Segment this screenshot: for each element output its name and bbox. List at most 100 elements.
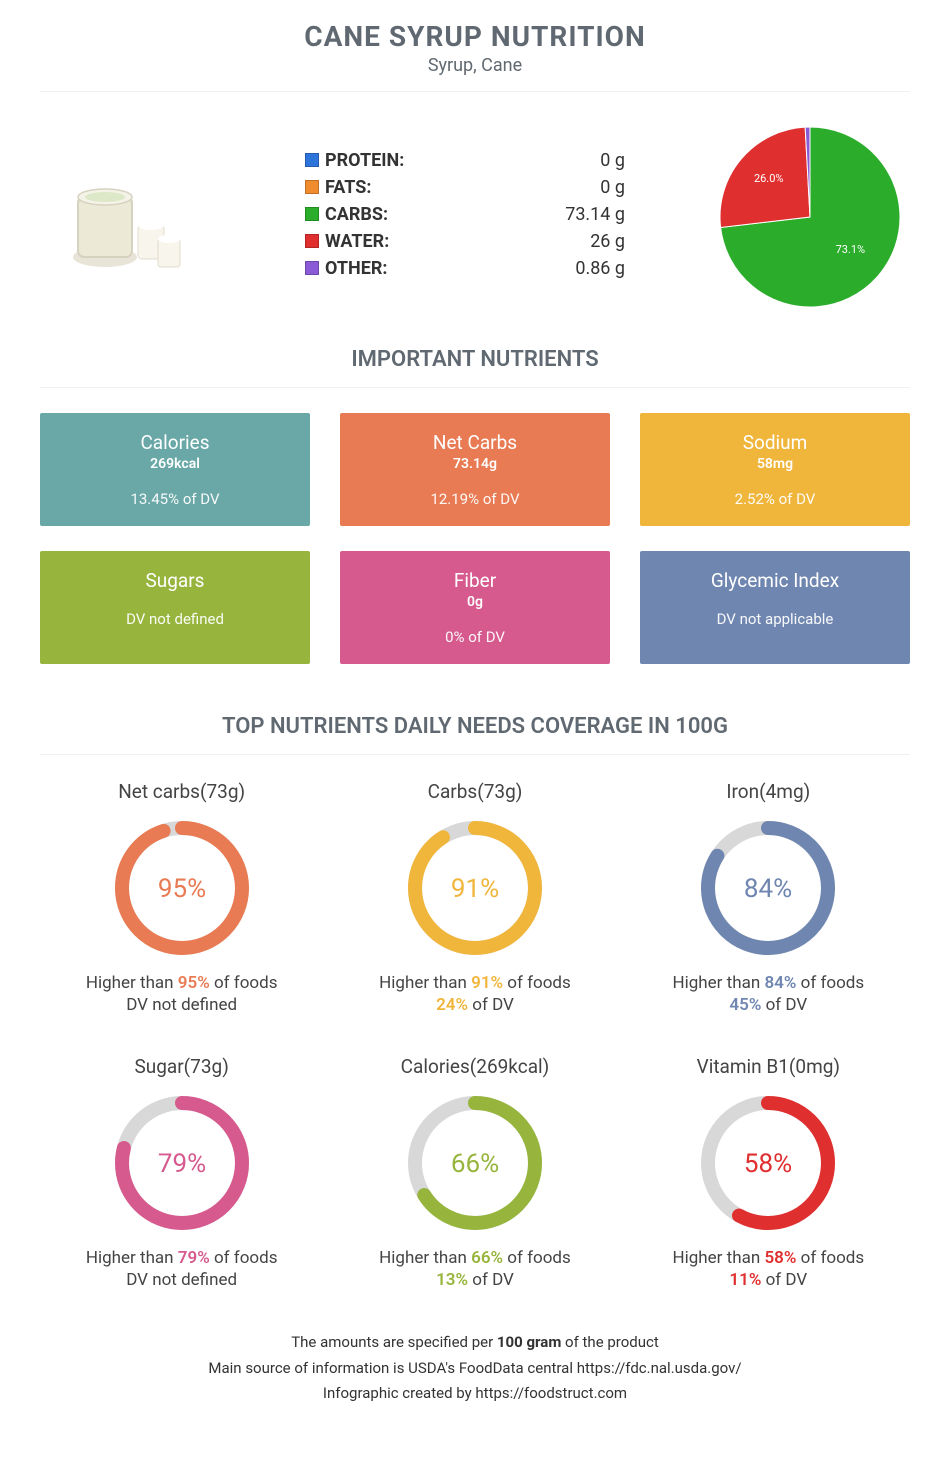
header: CANE SYRUP NUTRITION Syrup, Cane — [40, 20, 910, 76]
nutrient-card: Glycemic Index DV not applicable — [640, 551, 910, 664]
donut-title: Vitamin B1(0mg) — [628, 1055, 908, 1078]
footer: The amounts are specified per 100 gram o… — [40, 1330, 910, 1407]
donut-desc: Higher than 79% of foods — [42, 1248, 322, 1268]
card-name: Sodium — [650, 431, 900, 454]
card-name: Calories — [50, 431, 300, 454]
color-swatch — [305, 180, 319, 194]
macro-name: PROTEIN: — [325, 150, 404, 171]
donut-dv: 45% of DV — [628, 995, 908, 1015]
page-subtitle: Syrup, Cane — [40, 55, 910, 76]
macro-row: PROTEIN: 0 g — [305, 150, 625, 171]
macro-name: OTHER: — [325, 258, 387, 279]
donut-desc: Higher than 95% of foods — [42, 973, 322, 993]
card-amount: 0g — [350, 594, 600, 610]
macro-name: WATER: — [325, 231, 389, 252]
donut-chart: 95% — [107, 813, 257, 963]
macro-label: CARBS: — [305, 204, 388, 225]
svg-text:58%: 58% — [744, 1149, 792, 1179]
macro-value: 0.86 g — [575, 258, 625, 279]
color-swatch — [305, 207, 319, 221]
section-title-nutrients: IMPORTANT NUTRIENTS — [40, 347, 910, 372]
donut-dv: DV not defined — [42, 995, 322, 1015]
donut-dv: 13% of DV — [335, 1270, 615, 1290]
page-title: CANE SYRUP NUTRITION — [40, 20, 910, 53]
nutrient-card: Net Carbs 73.14g 12.19% of DV — [340, 413, 610, 526]
divider — [40, 387, 910, 388]
svg-text:91%: 91% — [451, 874, 499, 904]
food-image — [40, 147, 220, 287]
footer-credit: Infographic created by https://foodstruc… — [40, 1381, 910, 1407]
donut-chart: 79% — [107, 1088, 257, 1238]
svg-text:26.0%: 26.0% — [754, 172, 784, 185]
svg-text:79%: 79% — [158, 1149, 206, 1179]
footer-bold: 100 gram — [497, 1333, 561, 1351]
donut-chart: 66% — [400, 1088, 550, 1238]
color-swatch — [305, 153, 319, 167]
macro-table: PROTEIN: 0 g FATS: 0 g CARBS: 73.14 g WATER: 26… — [305, 150, 625, 285]
donut-dv: DV not defined — [42, 1270, 322, 1290]
donut-desc: Higher than 66% of foods — [335, 1248, 615, 1268]
donut-item: Net carbs(73g) 95% Higher than 95% of fo… — [42, 780, 322, 1015]
card-dv: 0% of DV — [350, 628, 600, 646]
card-dv: 13.45% of DV — [50, 490, 300, 508]
nutrient-card: Sodium 58mg 2.52% of DV — [640, 413, 910, 526]
donut-item: Sugar(73g) 79% Higher than 79% of foods … — [42, 1055, 322, 1290]
donut-title: Calories(269kcal) — [335, 1055, 615, 1078]
macro-name: CARBS: — [325, 204, 388, 225]
nutrient-cards: Calories 269kcal 13.45% of DV Net Carbs 73.1… — [40, 413, 910, 664]
divider — [40, 91, 910, 92]
card-dv: 2.52% of DV — [650, 490, 900, 508]
donut-item: Carbs(73g) 91% Higher than 91% of foods … — [335, 780, 615, 1015]
card-name: Net Carbs — [350, 431, 600, 454]
donut-title: Iron(4mg) — [628, 780, 908, 803]
donut-title: Net carbs(73g) — [42, 780, 322, 803]
card-name: Glycemic Index — [650, 569, 900, 592]
macro-label: FATS: — [305, 177, 371, 198]
svg-text:95%: 95% — [158, 874, 206, 904]
card-dv: 12.19% of DV — [350, 490, 600, 508]
nutrient-card: Calories 269kcal 13.45% of DV — [40, 413, 310, 526]
macro-label: PROTEIN: — [305, 150, 404, 171]
macro-row: OTHER: 0.86 g — [305, 258, 625, 279]
donut-item: Vitamin B1(0mg) 58% Higher than 58% of f… — [628, 1055, 908, 1290]
donut-desc: Higher than 58% of foods — [628, 1248, 908, 1268]
nutrient-card: SugarsDV not defined — [40, 551, 310, 664]
svg-text:73.1%: 73.1% — [836, 243, 866, 256]
card-name: Fiber — [350, 569, 600, 592]
svg-text:84%: 84% — [744, 874, 792, 904]
donut-chart: 58% — [693, 1088, 843, 1238]
macro-label: OTHER: — [305, 258, 387, 279]
macro-value: 26 g — [590, 231, 625, 252]
card-dv: DV not applicable — [650, 610, 900, 628]
macro-name: FATS: — [325, 177, 371, 198]
pie-chart: 73.1% 26.0% — [710, 117, 910, 317]
donut-title: Carbs(73g) — [335, 780, 615, 803]
donut-item: Iron(4mg) 84% Higher than 84% of foods 4… — [628, 780, 908, 1015]
donut-title: Sugar(73g) — [42, 1055, 322, 1078]
macro-row: CARBS: 73.14 g — [305, 204, 625, 225]
donut-dv: 24% of DV — [335, 995, 615, 1015]
card-name: Sugars — [50, 569, 300, 592]
macro-label: WATER: — [305, 231, 389, 252]
donut-item: Calories(269kcal) 66% Higher than 66% of… — [335, 1055, 615, 1290]
macro-value: 0 g — [600, 177, 625, 198]
donut-desc: Higher than 84% of foods — [628, 973, 908, 993]
macro-value: 73.14 g — [565, 204, 625, 225]
donut-chart: 84% — [693, 813, 843, 963]
macro-value: 0 g — [600, 150, 625, 171]
card-amount: 73.14g — [350, 456, 600, 472]
footer-text: The amounts are specified per — [291, 1333, 497, 1351]
donut-desc: Higher than 91% of foods — [335, 973, 615, 993]
footer-source: Main source of information is USDA's Foo… — [40, 1356, 910, 1382]
color-swatch — [305, 261, 319, 275]
card-amount: 58mg — [650, 456, 900, 472]
nutrient-card: Fiber 0g 0% of DV — [340, 551, 610, 664]
donut-grid: Net carbs(73g) 95% Higher than 95% of fo… — [40, 780, 910, 1290]
card-amount: 269kcal — [50, 456, 300, 472]
top-section: PROTEIN: 0 g FATS: 0 g CARBS: 73.14 g WATER: 26… — [40, 117, 910, 317]
macro-row: FATS: 0 g — [305, 177, 625, 198]
divider — [40, 754, 910, 755]
donut-chart: 91% — [400, 813, 550, 963]
footer-text: of the product — [561, 1333, 658, 1351]
macro-row: WATER: 26 g — [305, 231, 625, 252]
